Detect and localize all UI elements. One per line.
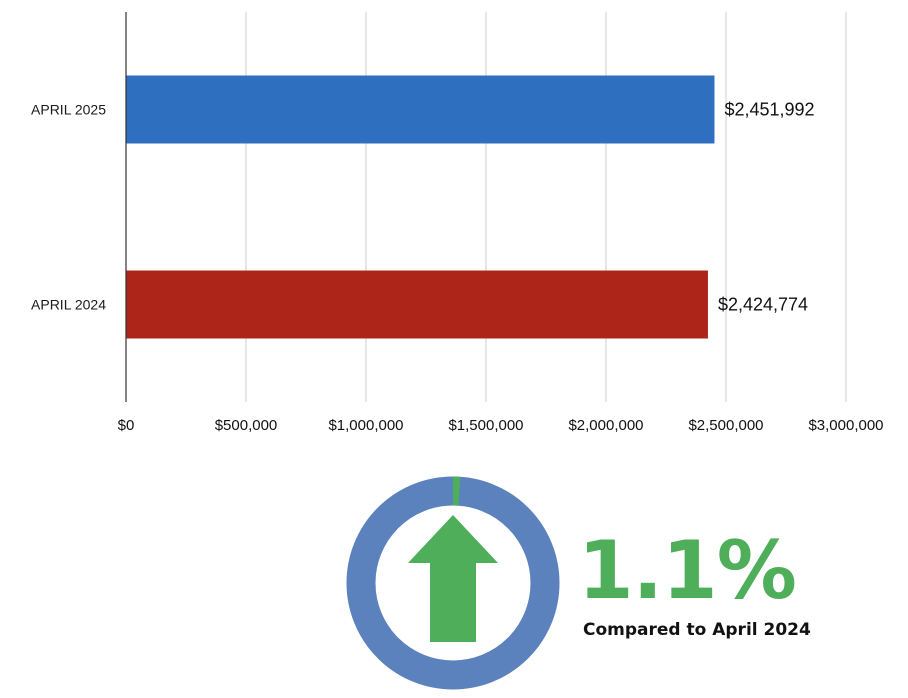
x-tick-label: $3,000,000: [808, 417, 883, 434]
category-labels: APRIL 2025 APRIL 2024: [31, 102, 106, 313]
x-tick-label: $1,500,000: [448, 417, 523, 434]
x-tick-label: $1,000,000: [328, 417, 403, 434]
category-label: APRIL 2025: [31, 102, 106, 118]
gridlines: [245, 12, 847, 402]
bar: [126, 75, 715, 144]
x-tick-label: $2,000,000: [568, 417, 643, 434]
x-tick-label: $0: [118, 417, 135, 434]
bar: [126, 270, 708, 339]
change-percentage: 1.1%: [578, 524, 797, 617]
x-axis-tick-labels: $0 $500,000 $1,000,000 $1,500,000 $2,000,000…: [118, 417, 884, 434]
ring-progress: [346, 476, 560, 690]
bars: [126, 75, 715, 339]
bar-chart: APRIL 2025 APRIL 2024 $2,451,992 $2,424,77…: [31, 12, 884, 434]
change-ring: [346, 476, 560, 690]
x-tick-label: $500,000: [215, 417, 278, 434]
change-caption: Compared to April 2024: [583, 620, 811, 640]
category-label: APRIL 2024: [31, 297, 106, 313]
value-labels: $2,451,992 $2,424,774: [718, 100, 815, 315]
data-label: $2,424,774: [718, 295, 808, 315]
x-tick-label: $2,500,000: [688, 417, 763, 434]
up-arrow-icon: [408, 515, 498, 642]
data-label: $2,451,992: [724, 100, 814, 120]
